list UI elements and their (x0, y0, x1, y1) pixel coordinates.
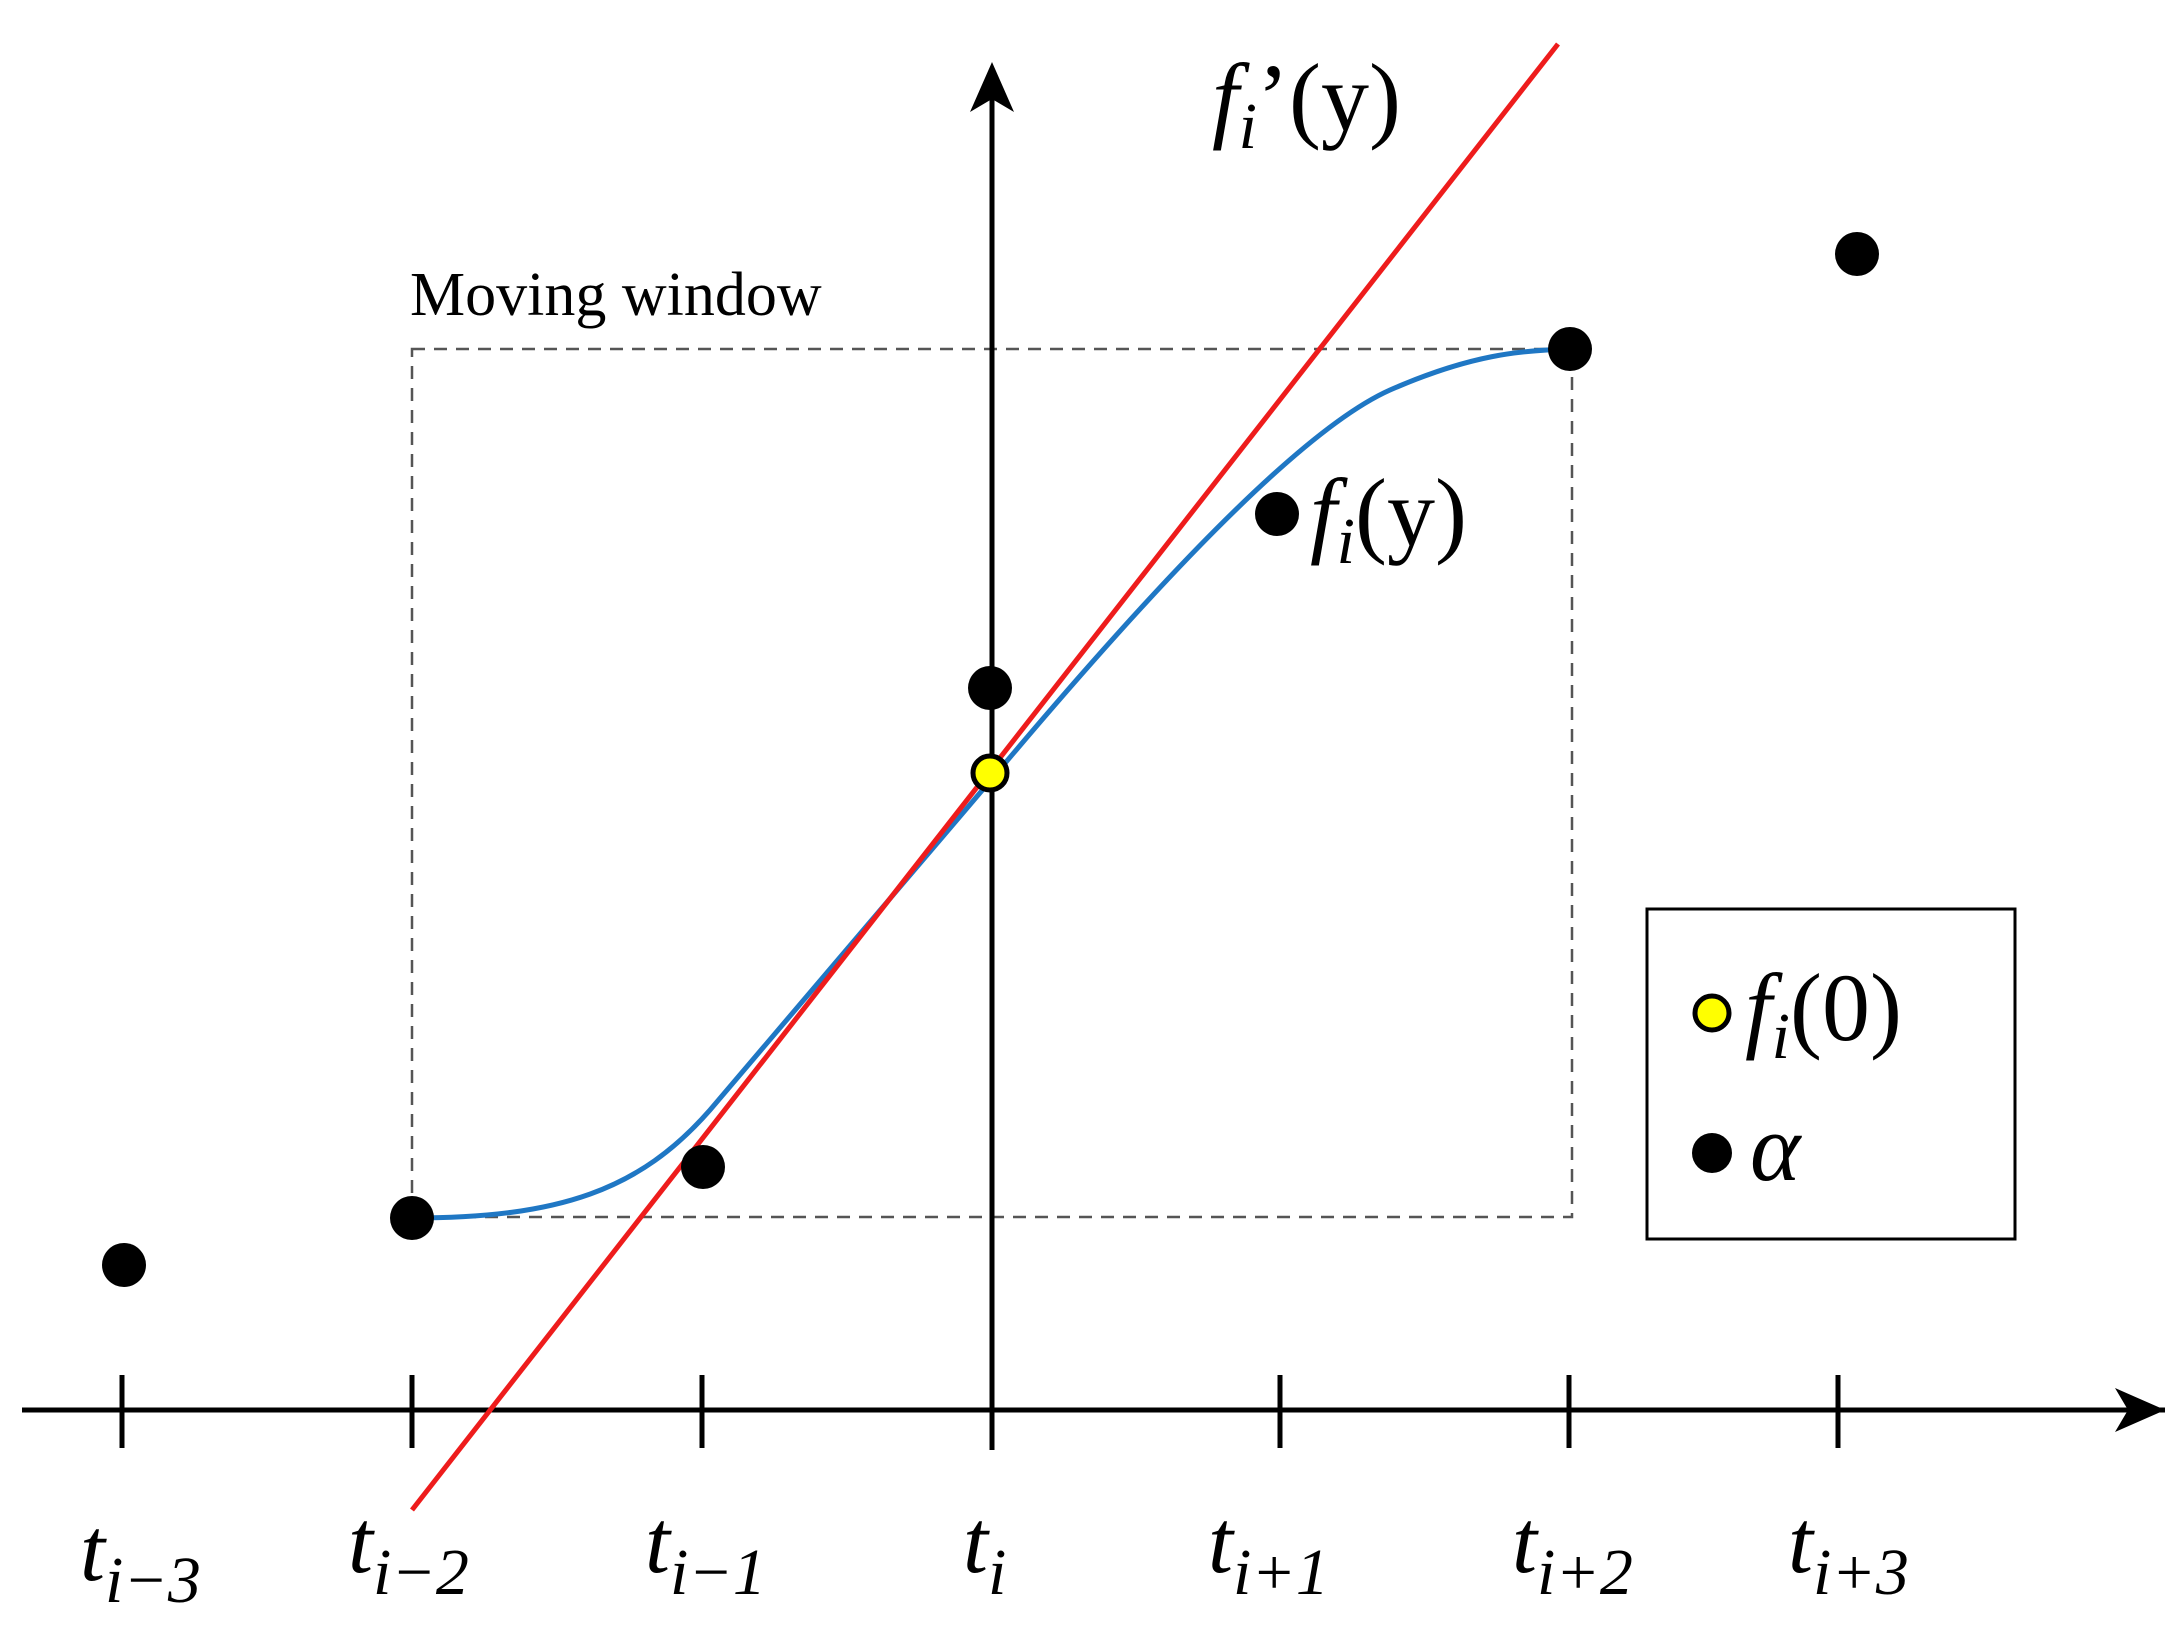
point-t-i (968, 666, 1012, 710)
horizontal-axis-arrow (2115, 1388, 2165, 1432)
tick-label-t-i-plus-2: ti+2 (1512, 1493, 1633, 1609)
legend-alpha-symbol (1692, 1133, 1732, 1173)
legend-box (1645, 907, 2017, 1241)
fit-curve (411, 346, 1573, 1221)
tangent-label-prime: ’ (1257, 44, 1289, 151)
tick-label-t-i-minus-1: ti−1 (645, 1493, 766, 1609)
fit-label-arg: (y) (1355, 459, 1467, 566)
tick-label-t-i-minus-3: ti−3 (80, 1501, 201, 1617)
point-t-i-plus-2 (1548, 327, 1592, 371)
legend-f-i-0-label: fi(0) (1745, 954, 1902, 1073)
point-t-i-minus-2 (390, 1196, 434, 1240)
axis-ticks (119, 1375, 1841, 1448)
point-t-i-plus-1 (1255, 492, 1299, 536)
tick-label-t-i-minus-2: ti−2 (348, 1493, 469, 1609)
tangent-label-arg: (y) (1289, 44, 1401, 151)
point-t-i-plus-3 (1835, 232, 1879, 276)
legend-f-i-0-symbol (1692, 993, 1732, 1033)
alpha-points (102, 232, 1879, 1287)
tick-label-t-i: ti (963, 1493, 1006, 1609)
moving-window-label: Moving window (410, 261, 822, 329)
tick-labels: ti−3 ti−2 ti−1 ti ti+1 ti+2 ti+3 (80, 1493, 1909, 1617)
legend-alpha-label: α (1750, 1094, 1802, 1201)
f-i-0-point (970, 753, 1010, 793)
vertical-axis-arrow (970, 62, 1014, 112)
tick-label-t-i-plus-3: ti+3 (1788, 1493, 1909, 1609)
point-t-i-minus-1 (681, 1145, 725, 1189)
tick-label-t-i-plus-1: ti+1 (1208, 1493, 1329, 1609)
point-t-i-minus-3 (102, 1243, 146, 1287)
fit-label: fi(y) (1310, 459, 1467, 578)
tangent-label-sub: i (1239, 90, 1257, 163)
tangent-label: fi’(y) (1212, 44, 1401, 163)
fit-label-sub: i (1337, 505, 1355, 578)
legend: fi(0) α (1645, 907, 2017, 1241)
